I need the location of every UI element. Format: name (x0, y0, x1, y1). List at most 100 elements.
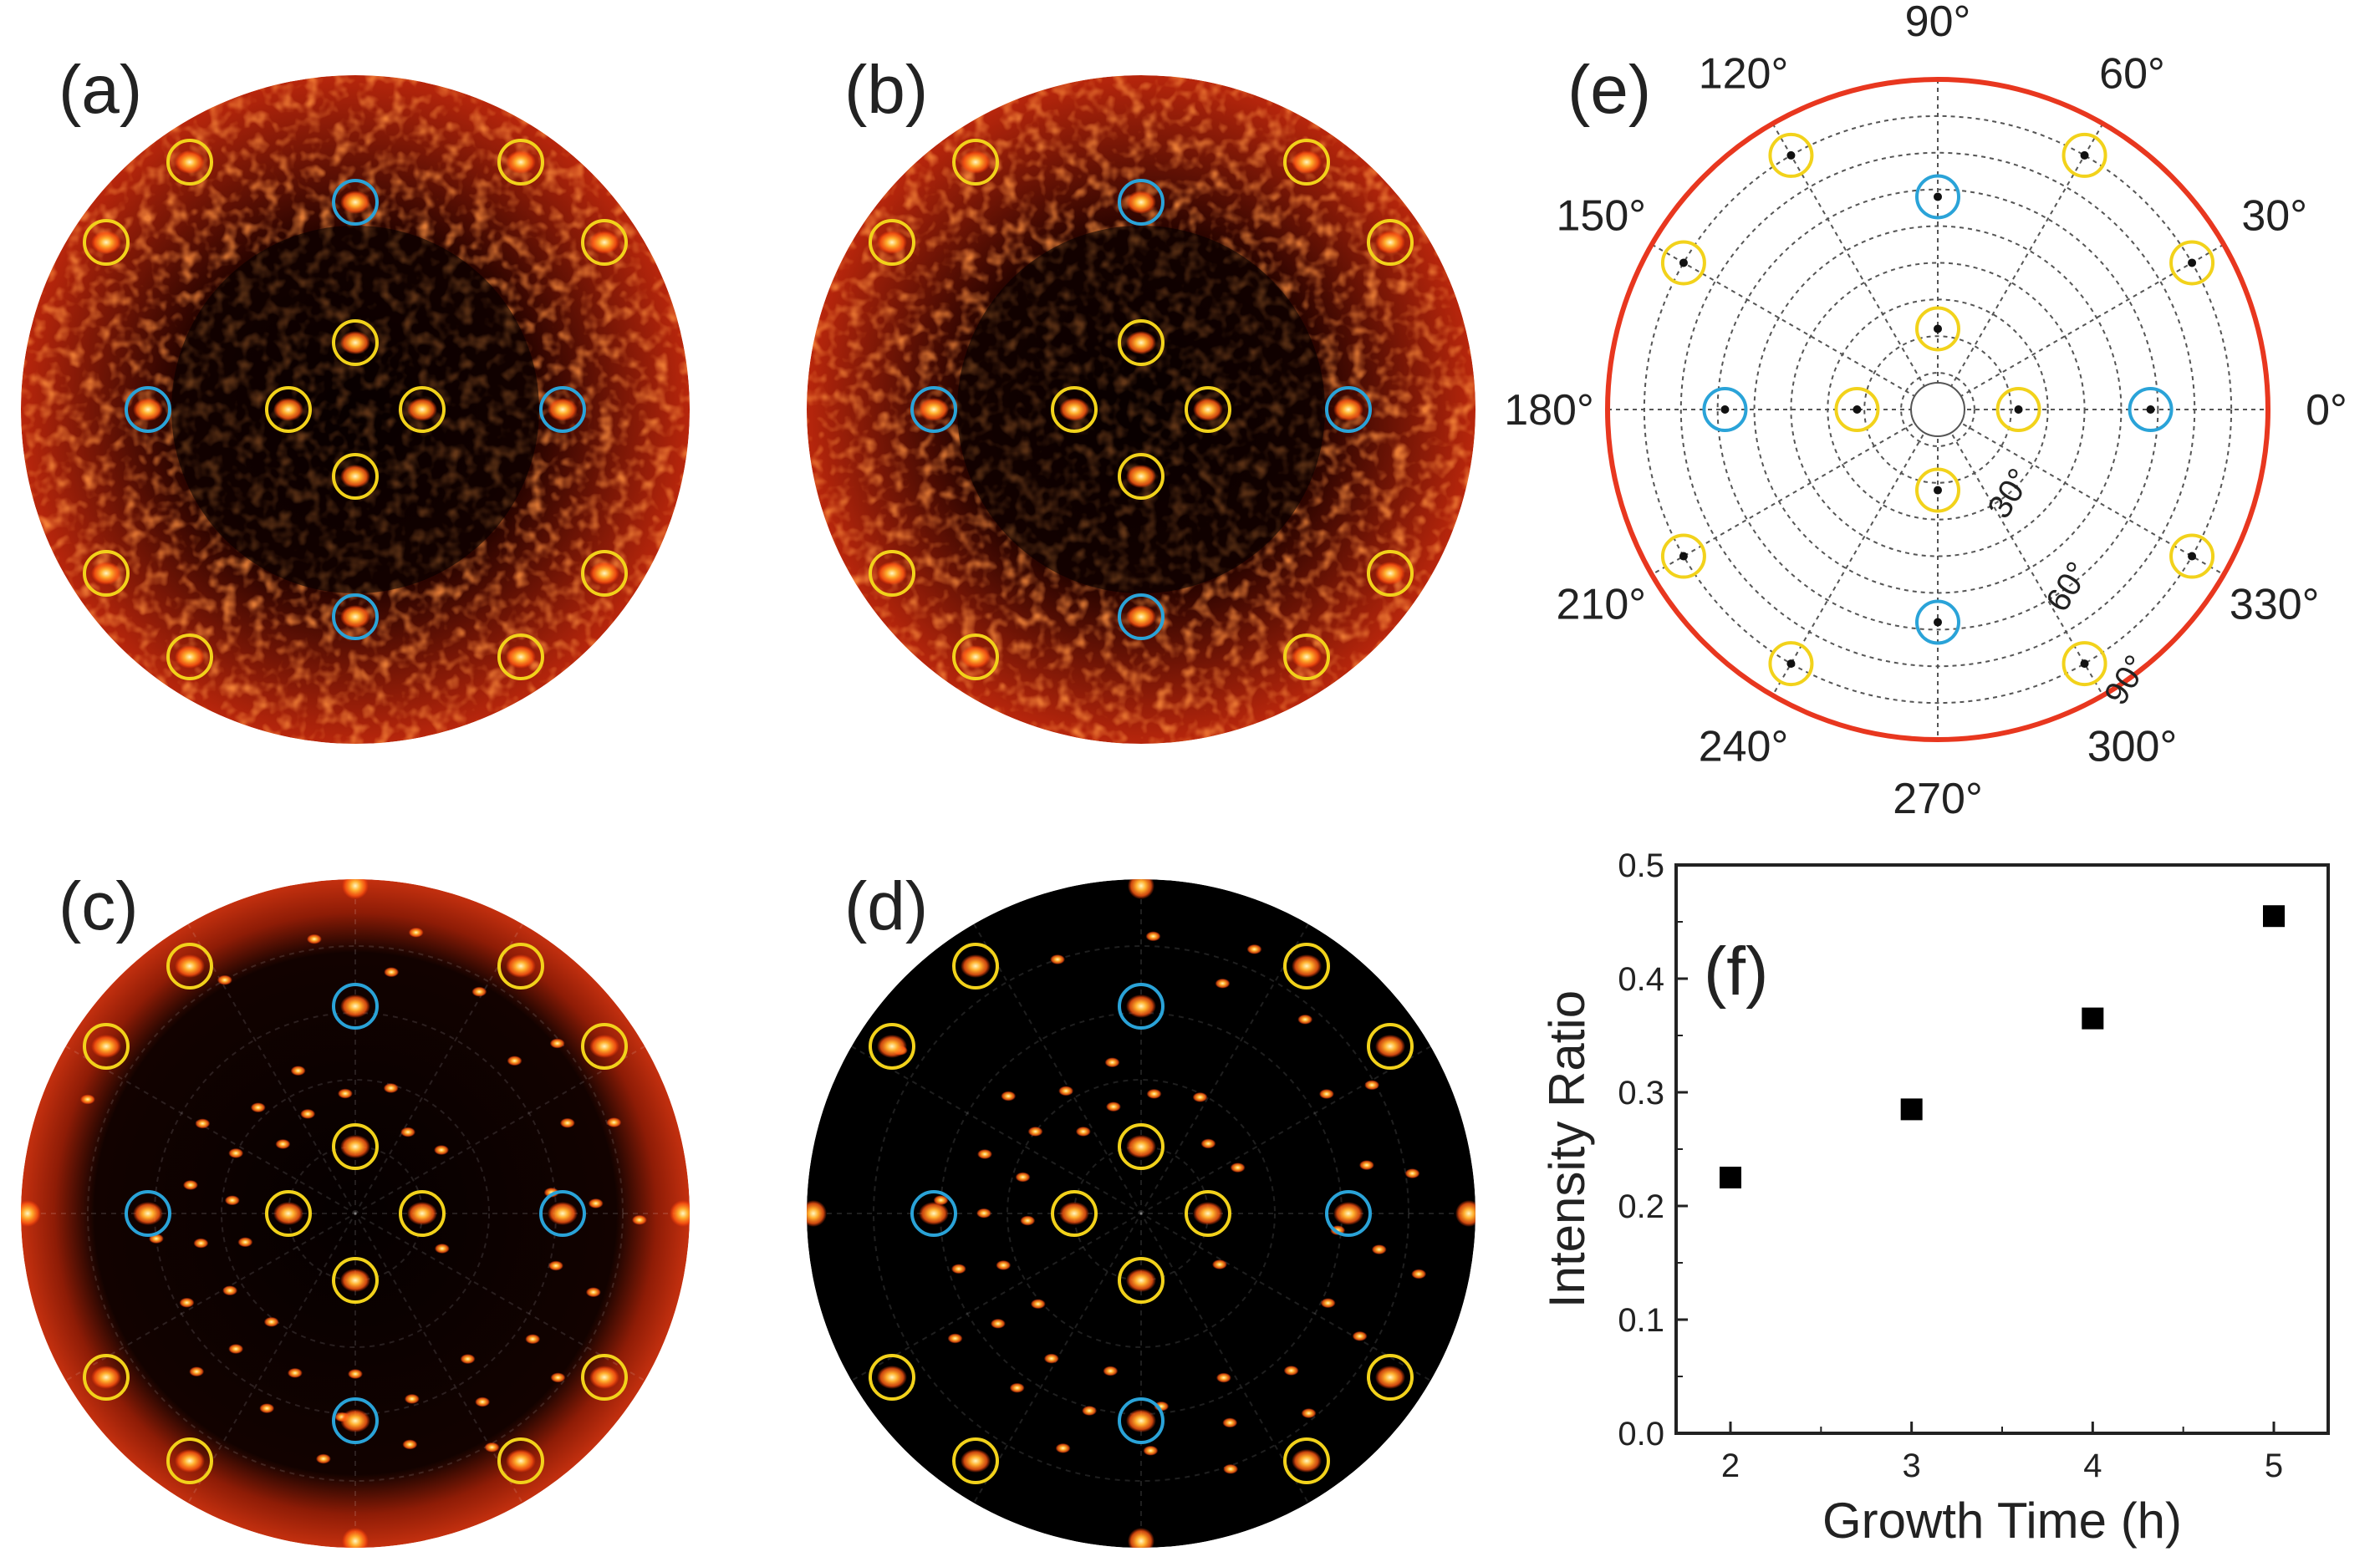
pole-figure-background (807, 879, 1475, 1548)
yellow-pole-spot (1126, 1135, 1156, 1158)
satellite-spot (1105, 1101, 1121, 1112)
stereogram: 0° 30° 60° 90° 120° 150° 180° 210° 240° 270° 300° 3… (1504, 0, 2347, 823)
yellow-pole-marker (1768, 132, 1814, 178)
yellow-pole-circle (952, 943, 999, 990)
blue-pole-dot (1934, 192, 1942, 201)
yellow-pole-spot (1126, 1269, 1156, 1292)
yellow-pole-spot (961, 954, 991, 978)
yellow-pole-circle (1185, 386, 1231, 433)
yellow-pole-circle (1118, 1123, 1165, 1170)
blue-pole-circle (1325, 1190, 1372, 1237)
yellow-pole-spot (589, 562, 619, 585)
panel-label-f: (f) (1704, 934, 1768, 1010)
y-tick-label: 0.2 (1618, 1188, 1664, 1225)
yellow-pole-circle (869, 1023, 915, 1070)
yellow-pole-circle (166, 633, 213, 680)
satellite-spot (315, 1453, 331, 1464)
satellite-spot (1352, 1330, 1368, 1341)
panel-label-e: (e) (1567, 52, 1651, 128)
yellow-pole-spot (1292, 645, 1322, 669)
blue-pole-circle (910, 1190, 957, 1237)
edge-spot (342, 1528, 369, 1548)
blue-pole-circle (332, 983, 379, 1030)
blue-pole-spot (548, 398, 578, 421)
blue-pole-spot (340, 1409, 370, 1432)
yellow-pole-circle (1367, 550, 1414, 597)
satellite-spot (189, 1366, 205, 1377)
yellow-pole-marker (1915, 306, 1960, 352)
yellow-pole-circle (497, 139, 544, 186)
y-tick-label: 0.1 (1618, 1302, 1664, 1339)
satellite-spot (193, 1238, 209, 1249)
yellow-pole-marker (1834, 387, 1880, 432)
x-tick-label: 2 (1721, 1447, 1740, 1484)
satellite-spot (1020, 1215, 1036, 1226)
yellow-pole-spot (1292, 954, 1322, 978)
satellite-spot (1222, 1417, 1238, 1428)
yellow-pole-spot (589, 231, 619, 254)
satellite-spot (224, 1195, 240, 1206)
satellite-spot (1103, 1366, 1119, 1376)
yellow-pole-spot (340, 465, 370, 488)
satellite-spot (559, 1117, 575, 1128)
blue-pole-circle (1118, 593, 1165, 640)
satellite-spot (182, 1179, 198, 1190)
yellow-pole-dot (2080, 150, 2089, 160)
yellow-pole-spot (175, 1449, 205, 1473)
yellow-pole-circle (581, 219, 628, 266)
satellite-spot (1404, 1168, 1420, 1179)
blue-pole-circle (332, 179, 379, 226)
yellow-pole-circle (1283, 139, 1330, 186)
satellite-spot (1104, 1057, 1120, 1068)
blue-pole-circle (1118, 983, 1165, 1030)
yellow-pole-circle (332, 453, 379, 500)
satellite-spot (475, 1397, 491, 1407)
azimuth-label: 330° (2230, 581, 2320, 629)
yellow-pole-spot (175, 645, 205, 669)
edge-spot (1128, 879, 1154, 899)
blue-pole-circle (332, 593, 379, 640)
satellite-spot (237, 1237, 253, 1248)
yellow-pole-marker (2169, 240, 2215, 286)
satellite-spot (585, 1287, 601, 1298)
yellow-pole-spot (1375, 1366, 1405, 1389)
yellow-pole-dot (2188, 258, 2197, 267)
yellow-pole-spot (407, 398, 437, 421)
tilt-ring (1900, 372, 1975, 447)
pole-figure-b (807, 75, 1475, 744)
satellite-spot (1075, 1126, 1091, 1137)
satellite-spot (976, 1208, 992, 1218)
yellow-pole-spot (91, 1366, 121, 1389)
satellite-spot (1030, 1299, 1046, 1310)
yellow-pole-circle (952, 139, 999, 186)
satellite-spot (471, 986, 487, 997)
yellow-pole-spot (91, 1035, 121, 1058)
yellow-pole-spot (175, 150, 205, 174)
yellow-pole-circle (869, 1354, 915, 1401)
satellite-spot (79, 1094, 95, 1105)
yellow-pole-spot (1193, 398, 1223, 421)
blue-pole-spot (548, 1202, 578, 1225)
satellite-spot (484, 1442, 500, 1453)
satellite-spot (1009, 1382, 1025, 1393)
satellite-spot (263, 1316, 279, 1327)
yellow-pole-spot (877, 562, 907, 585)
yellow-pole-circle (869, 550, 915, 597)
satellite-spot (404, 1393, 420, 1404)
satellite-spot (549, 1038, 565, 1049)
satellite-spot (631, 1214, 647, 1225)
blue-pole-marker (2128, 387, 2174, 432)
satellite-spot (990, 1318, 1006, 1329)
yellow-pole-spot (1126, 465, 1156, 488)
satellite-spot (1146, 1088, 1162, 1099)
satellite-spot (1246, 944, 1262, 954)
yellow-pole-spot (407, 1202, 437, 1225)
blue-pole-spot (1126, 191, 1156, 214)
azimuth-label: 60° (2099, 49, 2165, 98)
satellite-spot (1143, 1445, 1159, 1456)
yellow-pole-dot (2188, 552, 2197, 561)
satellite-spot (228, 1344, 244, 1355)
satellite-spot (1027, 1126, 1043, 1137)
yellow-pole-spot (877, 1366, 907, 1389)
satellite-spot (1411, 1269, 1427, 1280)
